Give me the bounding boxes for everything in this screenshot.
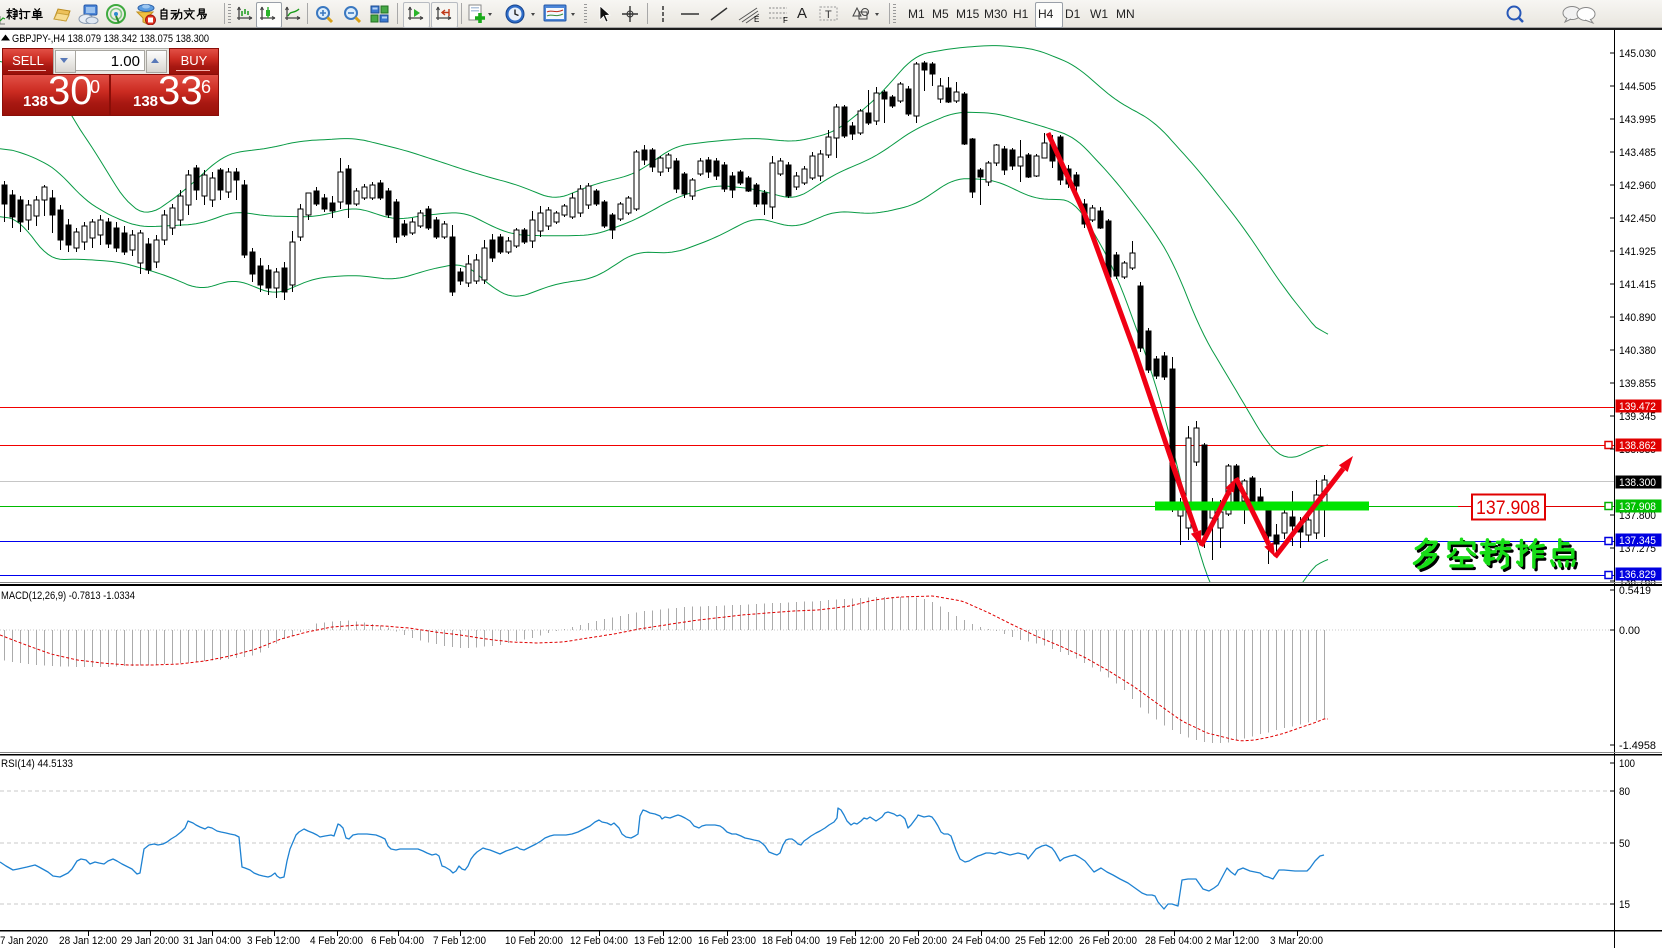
svg-text:0.5419: 0.5419 — [1619, 585, 1651, 597]
svg-text:T: T — [825, 9, 832, 21]
svg-text:139.345: 139.345 — [1619, 411, 1656, 423]
svg-text:18 Feb 04:00: 18 Feb 04:00 — [762, 935, 820, 947]
svg-text:137.800: 137.800 — [1619, 510, 1656, 522]
svg-text:12 Feb 04:00: 12 Feb 04:00 — [570, 935, 628, 947]
svg-text:138.862: 138.862 — [1619, 440, 1656, 452]
svg-text:138.300: 138.300 — [1619, 477, 1656, 489]
svg-text:4 Feb 20:00: 4 Feb 20:00 — [310, 935, 363, 947]
svg-text:137.345: 137.345 — [1619, 535, 1656, 547]
svg-text:16 Feb 23:00: 16 Feb 23:00 — [698, 935, 756, 947]
svg-text:136.829: 136.829 — [1619, 569, 1656, 581]
svg-text:31 Jan 04:00: 31 Jan 04:00 — [183, 935, 241, 947]
svg-text:GBPJPY-,H4 138.079 138.342 13: GBPJPY-,H4 138.079 138.342 138.075 138.3… — [12, 33, 209, 45]
svg-text:E: E — [754, 15, 759, 24]
svg-text:3 Mar 20:00: 3 Mar 20:00 — [1270, 935, 1323, 947]
svg-text:141.415: 141.415 — [1619, 279, 1656, 291]
svg-text:144.505: 144.505 — [1619, 81, 1656, 93]
svg-text:10 Feb 20:00: 10 Feb 20:00 — [505, 935, 563, 947]
svg-text:7 Feb 12:00: 7 Feb 12:00 — [433, 935, 486, 947]
svg-text:26 Feb 20:00: 26 Feb 20:00 — [1079, 935, 1137, 947]
svg-text:-1.4958: -1.4958 — [1619, 740, 1656, 752]
svg-text:140.380: 140.380 — [1619, 345, 1656, 357]
svg-text:137.908: 137.908 — [1476, 497, 1540, 519]
svg-text:139.855: 139.855 — [1619, 378, 1656, 390]
svg-text:25 Feb 12:00: 25 Feb 12:00 — [1015, 935, 1073, 947]
svg-text:142.450: 142.450 — [1619, 213, 1656, 225]
svg-text:140.890: 140.890 — [1619, 312, 1656, 324]
svg-text:143.485: 143.485 — [1619, 147, 1656, 159]
svg-text:80: 80 — [1619, 786, 1630, 798]
svg-text:2 Mar 12:00: 2 Mar 12:00 — [1206, 935, 1259, 947]
svg-text:24 Feb 04:00: 24 Feb 04:00 — [952, 935, 1010, 947]
svg-text:28 Feb 04:00: 28 Feb 04:00 — [1145, 935, 1203, 947]
svg-text:50: 50 — [1619, 838, 1630, 850]
svg-text:142.960: 142.960 — [1619, 180, 1656, 192]
svg-text:F: F — [783, 16, 788, 24]
svg-text:15: 15 — [1619, 899, 1630, 911]
svg-text:100: 100 — [1619, 758, 1635, 770]
svg-text:20 Feb 20:00: 20 Feb 20:00 — [889, 935, 947, 947]
svg-text:7 Jan 2020: 7 Jan 2020 — [0, 935, 48, 947]
svg-text:0.00: 0.00 — [1619, 625, 1640, 637]
svg-text:19 Feb 12:00: 19 Feb 12:00 — [826, 935, 884, 947]
svg-text:137.908: 137.908 — [1619, 501, 1656, 513]
svg-text:29 Jan 20:00: 29 Jan 20:00 — [121, 935, 179, 947]
svg-text:28 Jan 12:00: 28 Jan 12:00 — [59, 935, 117, 947]
svg-text:13 Feb 12:00: 13 Feb 12:00 — [634, 935, 692, 947]
svg-text:3 Feb 12:00: 3 Feb 12:00 — [247, 935, 300, 947]
svg-text:141.925: 141.925 — [1619, 246, 1656, 258]
svg-text:RSI(14) 44.5133: RSI(14) 44.5133 — [1, 758, 73, 770]
svg-text:143.995: 143.995 — [1619, 114, 1656, 126]
svg-text:MACD(12,26,9) -0.7813 -1.0334: MACD(12,26,9) -0.7813 -1.0334 — [1, 590, 135, 602]
svg-text:139.472: 139.472 — [1619, 401, 1656, 413]
svg-text:145.030: 145.030 — [1619, 48, 1656, 60]
svg-text:6 Feb 04:00: 6 Feb 04:00 — [371, 935, 424, 947]
